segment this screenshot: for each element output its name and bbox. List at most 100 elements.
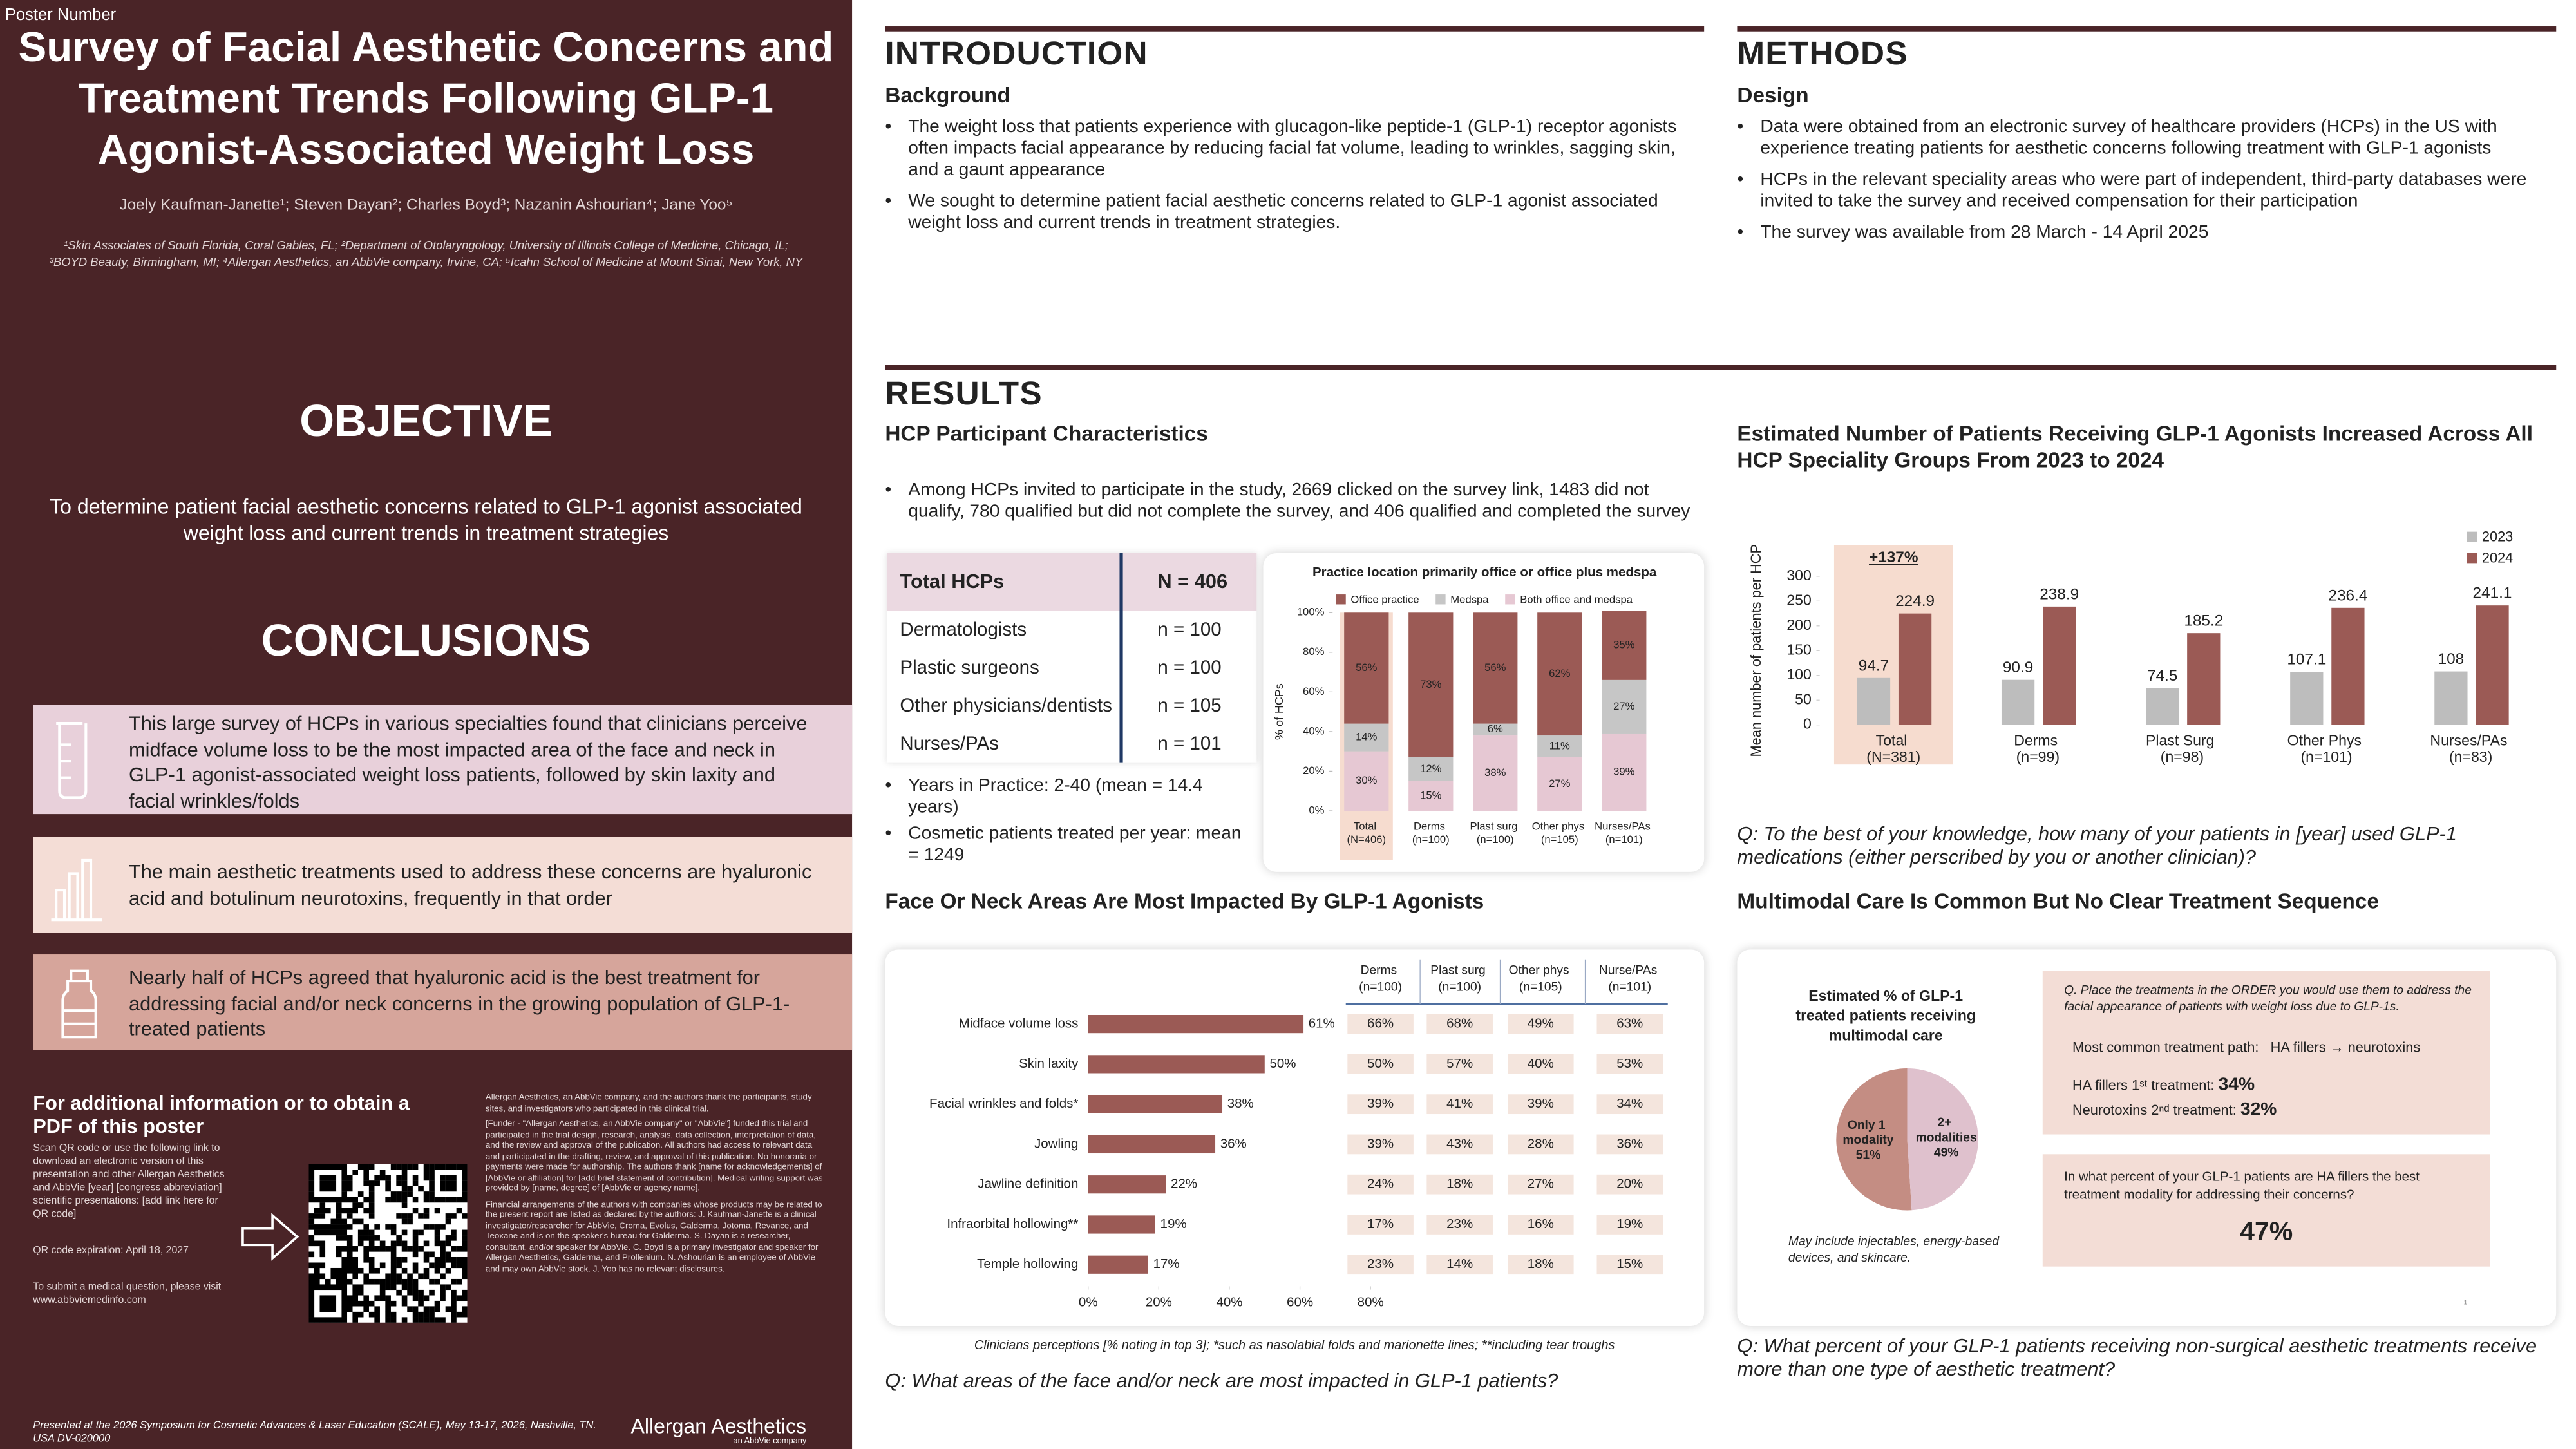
legend-label: Office practice: [1350, 593, 1419, 605]
qr-module: [412, 1311, 419, 1318]
qr-module: [456, 1295, 462, 1302]
slice-label: 2+ modalities: [1916, 1116, 1977, 1144]
qr-module: [451, 1289, 457, 1296]
qr-module: [385, 1306, 391, 1312]
qr-module: [385, 1180, 391, 1186]
x-tick-label: Other phys (n=105): [1532, 820, 1587, 846]
qr-module: [346, 1224, 353, 1230]
qr-module: [440, 1256, 446, 1263]
qr-module: [385, 1278, 391, 1285]
qr-module: [401, 1240, 408, 1247]
x-tick-label: Nurses/PAs (n=101): [1595, 820, 1653, 846]
qr-module: [325, 1317, 331, 1323]
qr-module: [396, 1197, 402, 1203]
qr-module: [368, 1235, 375, 1241]
first-value: 34%: [2218, 1075, 2255, 1095]
qr-module: [412, 1284, 419, 1291]
qr-module: [434, 1235, 440, 1241]
legend-swatch: [1505, 594, 1515, 605]
qr-module: [336, 1267, 342, 1274]
table-cell: n = 100: [1157, 659, 1222, 679]
table-cell: Dermatologists: [900, 621, 1027, 641]
qr-module: [385, 1273, 391, 1280]
bullet: The survey was available from 28 March -…: [1737, 223, 2546, 244]
qr-module: [363, 1224, 369, 1230]
qr-module: [434, 1262, 440, 1269]
value-label: 6%: [1488, 723, 1503, 735]
qr-module: [374, 1311, 380, 1318]
value-label: 56%: [1484, 661, 1506, 674]
qr-module: [379, 1289, 386, 1296]
qr-module: [363, 1170, 369, 1175]
qr-module: [401, 1300, 408, 1307]
bar-segment: [1344, 751, 1389, 811]
qr-module: [357, 1311, 364, 1318]
qr-code: [308, 1164, 468, 1323]
qr-module: [330, 1300, 337, 1307]
qr-module: [440, 1273, 446, 1280]
bar: [1088, 1095, 1223, 1113]
table-cell: 39%: [1528, 1096, 1554, 1111]
qr-module: [341, 1273, 348, 1280]
qr-module: [308, 1289, 315, 1296]
question: Q: To the best of your knowledge, how ma…: [1737, 822, 2457, 869]
bar-segment: [1602, 611, 1647, 680]
qr-module: [319, 1262, 326, 1269]
bar-segment: [1344, 612, 1389, 724]
poster-title: Survey of Facial Aesthetic Concerns and …: [18, 24, 834, 174]
value-label: 38%: [1227, 1096, 1254, 1111]
info-box: In what percent of your GLP-1 patients a…: [2042, 1154, 2490, 1267]
qr-module: [401, 1267, 408, 1274]
qr-module: [363, 1175, 369, 1181]
qr-module: [385, 1295, 391, 1302]
value-label: 27%: [1549, 777, 1571, 790]
qr-module: [363, 1306, 369, 1312]
table-cell-bg: [1596, 1014, 1663, 1034]
qr-module: [429, 1180, 435, 1186]
qr-module: [434, 1197, 440, 1203]
footnote: Clinicians perceptions [% noting in top …: [974, 1337, 1615, 1352]
qr-module: [368, 1240, 375, 1247]
qr-module: [341, 1317, 348, 1323]
qr-module: [390, 1240, 397, 1247]
qr-module: [368, 1278, 375, 1285]
qr-module: [336, 1229, 342, 1236]
qr-module: [401, 1317, 408, 1323]
qr-module: [379, 1278, 386, 1285]
qr-module: [341, 1208, 348, 1214]
value-label: 36%: [1220, 1136, 1247, 1151]
qr-module: [401, 1164, 408, 1170]
qr-module: [418, 1273, 424, 1280]
qr-module: [341, 1300, 348, 1307]
table-cell: 41%: [1446, 1096, 1473, 1111]
value-label: 62%: [1549, 667, 1571, 679]
qr-module: [429, 1224, 435, 1230]
qr-module: [336, 1197, 342, 1203]
qr-module: [336, 1213, 342, 1219]
table-cell: 18%: [1446, 1177, 1473, 1191]
bar-segment: [1408, 781, 1454, 811]
qr-module: [440, 1251, 446, 1258]
qr-module: [368, 1246, 375, 1252]
y-axis-label: Mean number of patients per HCP: [1748, 544, 1764, 757]
qr-module: [352, 1284, 359, 1291]
qr-module: [325, 1175, 331, 1181]
legend-label: 2024: [2482, 550, 2513, 566]
table-cell: 18%: [1528, 1256, 1554, 1271]
qr-module: [451, 1213, 457, 1219]
x-tick-label: 80%: [1358, 1294, 1384, 1309]
table-cell: 34%: [1616, 1096, 1643, 1111]
qr-module: [412, 1262, 419, 1269]
table-cell-bg: [1426, 1134, 1493, 1155]
value-label: 56%: [1356, 661, 1378, 674]
qr-module: [440, 1262, 446, 1269]
qr-module: [352, 1273, 359, 1280]
qr-module: [341, 1256, 348, 1263]
bar-segment: [1602, 733, 1647, 811]
qr-module: [390, 1262, 397, 1269]
qr-module: [401, 1191, 408, 1197]
qr-module: [341, 1295, 348, 1302]
qr-module: [352, 1170, 359, 1175]
qr-module: [445, 1251, 451, 1258]
table-cell: Other physicians/dentists: [900, 697, 1112, 717]
